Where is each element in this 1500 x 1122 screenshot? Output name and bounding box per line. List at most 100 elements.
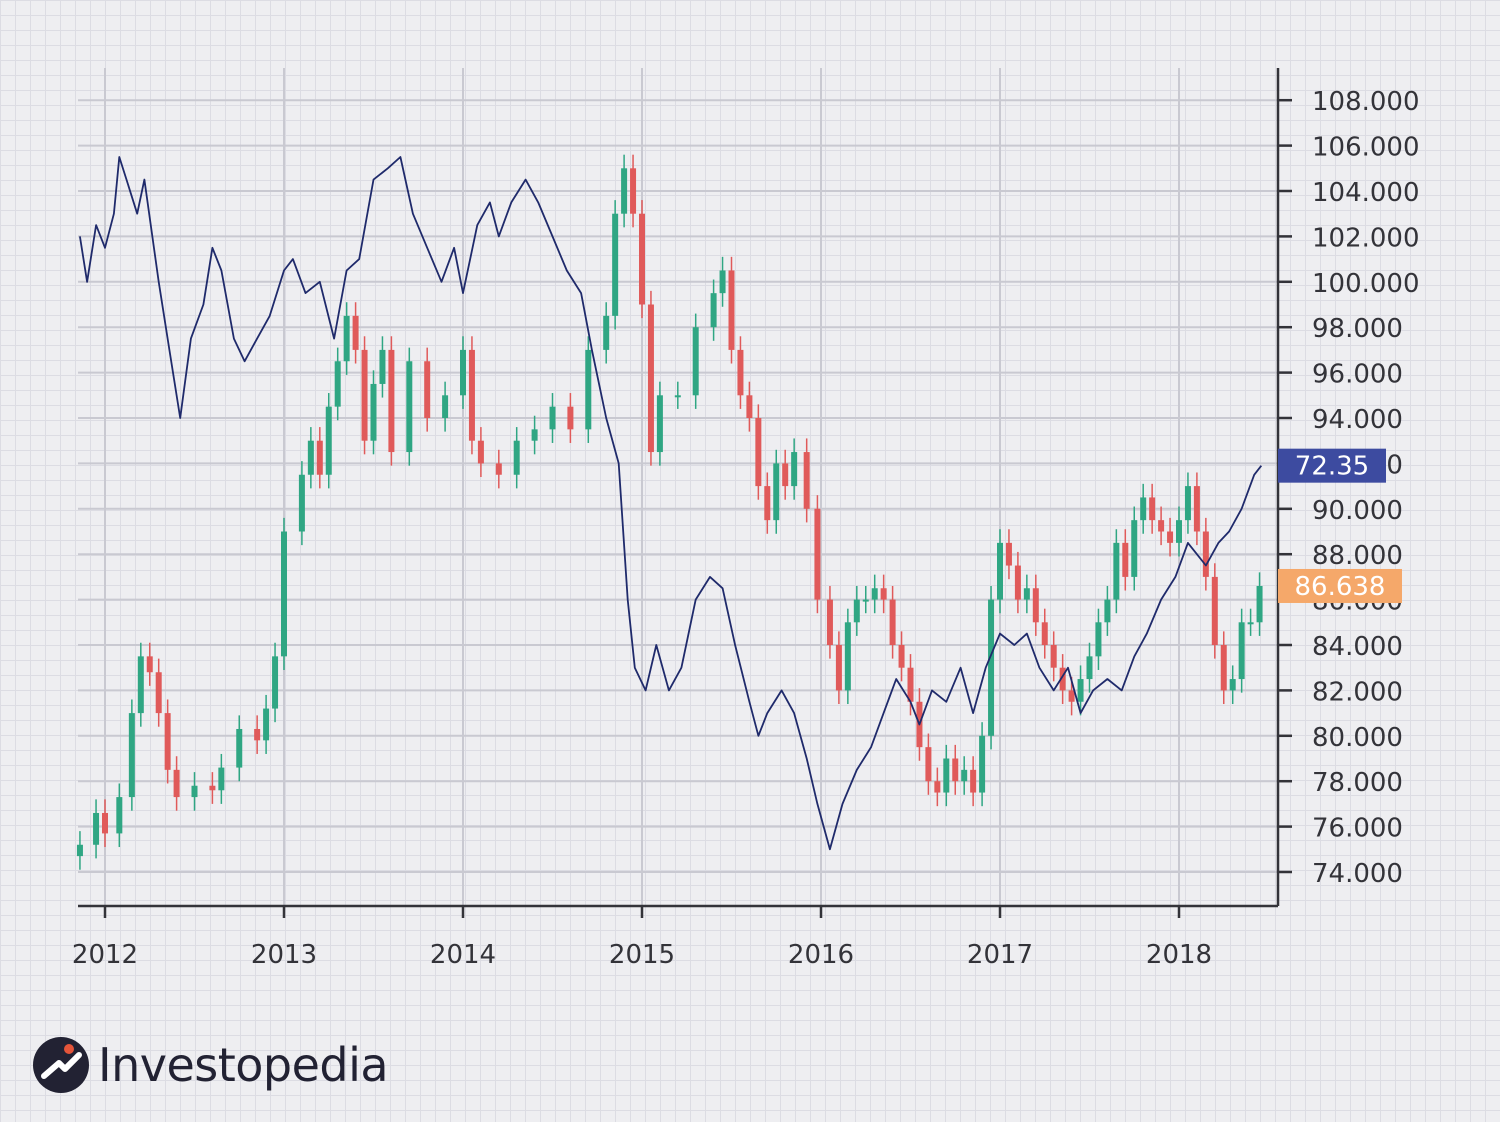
candle-body xyxy=(1184,486,1191,521)
line-last-value-badge-bg xyxy=(1278,448,1386,483)
candle-body xyxy=(1238,622,1245,680)
candle-body xyxy=(137,656,144,714)
candle-body xyxy=(639,213,645,305)
candle-body xyxy=(567,406,574,430)
candle-body xyxy=(1247,622,1254,625)
candle-body xyxy=(746,395,753,418)
candle-body xyxy=(128,713,135,798)
candle-body xyxy=(934,781,941,793)
candle-body xyxy=(1104,599,1111,623)
candle-body xyxy=(370,383,377,441)
investopedia-logo: Investopedia xyxy=(32,1036,389,1094)
candle-body xyxy=(585,349,592,430)
candle-body xyxy=(880,588,887,600)
candle-body xyxy=(424,361,431,418)
y-tick-label: 84.000 xyxy=(1312,632,1403,662)
candle-body xyxy=(952,758,959,782)
candle-body xyxy=(102,812,108,834)
candle-body xyxy=(191,785,198,798)
candle-body xyxy=(1005,542,1012,566)
candle-body xyxy=(630,168,637,214)
candle-body xyxy=(343,315,350,362)
candle-body xyxy=(1229,679,1236,691)
candle-body xyxy=(379,349,386,384)
candle-body xyxy=(943,758,950,793)
candle-body xyxy=(298,474,305,532)
candle-body xyxy=(477,440,484,464)
candle-body xyxy=(692,327,699,396)
candle-body xyxy=(835,645,842,691)
candle-body xyxy=(531,429,538,441)
y-tick-label: 80.000 xyxy=(1312,723,1403,753)
candle-body xyxy=(1068,690,1075,702)
y-tick-label: 76.000 xyxy=(1312,814,1403,844)
candle-body xyxy=(844,622,851,691)
candle-body xyxy=(773,463,780,521)
candle-body xyxy=(1014,565,1021,600)
candle-body xyxy=(406,361,413,453)
candle-body xyxy=(281,531,287,657)
candle-body xyxy=(853,599,860,623)
candle-body xyxy=(272,656,279,709)
candle-body xyxy=(719,270,726,294)
candle-body xyxy=(155,672,162,714)
candle-body xyxy=(907,667,914,702)
candle-last-value-badge-text: 86.638 xyxy=(1295,572,1386,602)
candle-body xyxy=(146,656,153,673)
y-tick-label: 74.000 xyxy=(1312,859,1403,889)
x-tick-label: 2014 xyxy=(430,940,496,970)
candle-body xyxy=(603,315,610,350)
candle-body xyxy=(173,769,180,798)
candle-last-value-badge-bg xyxy=(1278,568,1402,603)
candle-body xyxy=(361,349,368,441)
candle-last-value-badge: 86.638 xyxy=(1278,568,1402,603)
candle-body xyxy=(674,395,681,398)
y-tick-label: 100.000 xyxy=(1312,269,1420,299)
candle-body xyxy=(263,708,270,741)
candle-body xyxy=(316,440,323,475)
y-tick-label: 88.000 xyxy=(1312,541,1403,571)
candle-body xyxy=(755,418,762,487)
candle-body xyxy=(442,395,449,418)
y-tick-label: 96.000 xyxy=(1312,360,1403,390)
x-tick-label: 2016 xyxy=(788,940,854,970)
candle-body xyxy=(307,440,314,475)
candle-body xyxy=(898,645,905,668)
candle-body xyxy=(388,349,395,453)
candle-body xyxy=(1211,576,1218,645)
candle-body xyxy=(1158,520,1165,532)
candle-body xyxy=(549,406,556,430)
candle-body xyxy=(925,747,932,782)
candle-body xyxy=(764,486,771,521)
candle-body xyxy=(612,213,619,316)
candle-body xyxy=(997,542,1003,600)
candle-body xyxy=(1202,531,1209,577)
candlestick-series xyxy=(76,154,1263,870)
candle-body xyxy=(1113,542,1120,600)
candle-body xyxy=(862,599,869,602)
x-tick-label: 2018 xyxy=(1146,940,1212,970)
candle-body xyxy=(1095,622,1102,657)
x-tick-label: 2013 xyxy=(251,940,317,970)
brand-name: Investopedia xyxy=(98,1038,389,1092)
candle-body xyxy=(325,406,332,475)
candle-body xyxy=(961,769,968,782)
candle-body xyxy=(889,599,896,645)
candle-body xyxy=(1032,588,1039,623)
candle-body xyxy=(979,735,986,793)
candle-body xyxy=(468,349,475,441)
candle-body xyxy=(737,349,744,396)
y-tick-labels: 74.00076.00078.00080.00082.00084.00086.0… xyxy=(1312,87,1420,889)
y-tick-label: 82.000 xyxy=(1312,677,1403,707)
axes xyxy=(78,68,1292,918)
candle-body xyxy=(1077,679,1084,702)
candle-body xyxy=(1023,588,1030,600)
candle-body xyxy=(254,728,261,741)
candle-body xyxy=(1050,645,1057,668)
candle-body xyxy=(1131,520,1138,577)
candle-body xyxy=(621,168,628,214)
gridlines xyxy=(78,68,1278,906)
y-tick-label: 94.000 xyxy=(1312,405,1403,435)
line-last-value-badge-text: 72.35 xyxy=(1295,452,1369,482)
y-tick-label: 98.000 xyxy=(1312,314,1403,344)
